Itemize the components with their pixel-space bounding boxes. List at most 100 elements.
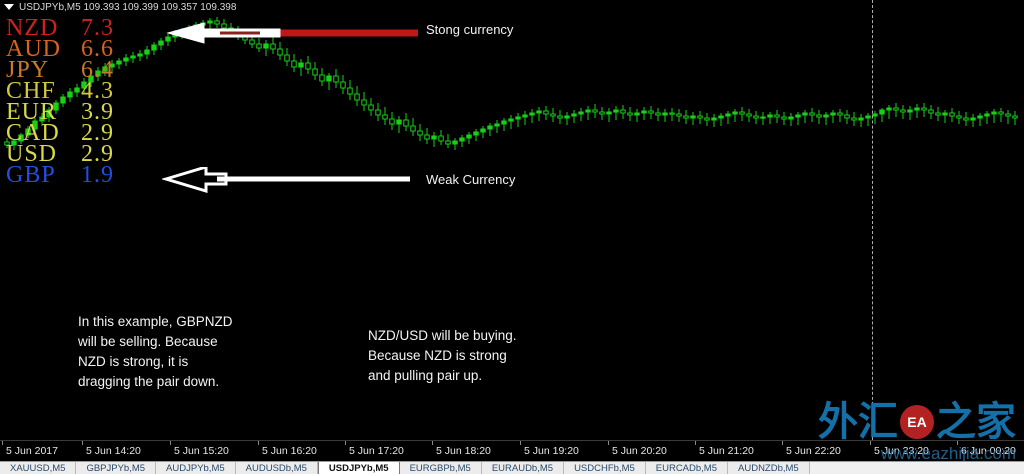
candle [900, 105, 906, 119]
candle [816, 110, 822, 124]
candle [984, 111, 990, 124]
candle [354, 86, 360, 106]
candle [382, 107, 388, 125]
candle [655, 108, 661, 121]
crosshair-vertical-line [872, 0, 873, 440]
chart-plot-area[interactable] [0, 14, 1024, 440]
candle [109, 60, 115, 72]
candle [144, 46, 150, 59]
candle [557, 110, 563, 124]
meter-code: AUD [6, 36, 61, 62]
candle [438, 130, 444, 145]
candle [795, 112, 801, 125]
candle [802, 110, 808, 123]
candle [578, 108, 584, 121]
note-nzdusd-buying: NZD/USD will be buying. Because NZD is s… [368, 328, 517, 383]
symbol-quote-text: USDJPYb,M5 109.393 109.399 109.357 109.3… [19, 1, 237, 13]
candle [452, 138, 458, 150]
meter-code: GBP [6, 162, 56, 188]
time-tick-label: 6 Jun 00:20 [961, 445, 1016, 457]
meter-row-jpy: JPY 6.4 [6, 57, 141, 83]
candle [599, 107, 605, 120]
chart-symbol-header: USDJPYb,M5 109.393 109.399 109.357 109.3… [0, 0, 1024, 14]
chart-tab-strip[interactable]: XAUUSD,M5 GBPJPYb,M5 AUDJPYb,M5 AUDUSDb,M5 U… [0, 461, 1024, 474]
candle [284, 48, 290, 66]
candle [88, 72, 94, 87]
candle [956, 111, 962, 124]
candle [298, 59, 304, 76]
candle [389, 112, 395, 130]
candle [207, 18, 213, 30]
candle [508, 115, 514, 129]
chart-tab-gbpjpyb[interactable]: GBPJPYb,M5 [76, 462, 157, 474]
time-tick-mark [2, 441, 3, 445]
candle [627, 107, 633, 121]
meter-row-eur: EUR 3.9 [6, 99, 141, 125]
chart-tab-euraudb[interactable]: EURAUDb,M5 [481, 462, 565, 474]
chart-tab-audjpyb[interactable]: AUDJPYb,M5 [156, 462, 236, 474]
meter-value: 6.4 [81, 57, 114, 83]
candle [697, 111, 703, 124]
candle [613, 106, 619, 120]
time-tick-label: 5 Jun 17:20 [349, 445, 404, 457]
chart-tab-audnzdb[interactable]: AUDNZDb,M5 [728, 462, 810, 474]
time-tick-mark [170, 441, 171, 445]
candle [487, 123, 493, 136]
meter-code: JPY [6, 57, 50, 83]
candle [375, 103, 381, 121]
candle [788, 113, 794, 126]
meter-code: CAD [6, 120, 60, 146]
candle [501, 118, 507, 131]
meter-code: NZD [6, 15, 59, 41]
candle [732, 109, 738, 122]
candle [634, 109, 640, 122]
candle [361, 92, 367, 111]
candle [67, 88, 73, 102]
meter-value: 2.9 [81, 120, 114, 146]
candle [256, 38, 262, 52]
candle [1012, 111, 1018, 125]
candle [522, 111, 528, 125]
candle [858, 114, 864, 127]
candle [291, 54, 297, 72]
candle [991, 109, 997, 123]
candle [949, 108, 955, 122]
candle [676, 109, 682, 122]
meter-row-aud: AUD 6.6 [6, 36, 141, 62]
time-axis[interactable]: 5 Jun 2017 5 Jun 14:20 5 Jun 15:20 5 Jun 16… [0, 440, 1024, 461]
chart-tab-usdchfb[interactable]: USDCHFb,M5 [564, 462, 646, 474]
meter-value: 3.9 [81, 99, 114, 125]
triangle-down-icon[interactable] [4, 4, 14, 10]
candle [711, 114, 717, 127]
candle [25, 126, 31, 138]
candle [921, 103, 927, 117]
candle [403, 113, 409, 131]
candle [606, 108, 612, 122]
candle [466, 132, 472, 144]
candle [11, 140, 17, 150]
candle [928, 105, 934, 119]
chart-tab-eurcadb[interactable]: EURCADb,M5 [645, 462, 729, 474]
candle [592, 104, 598, 118]
candle [886, 105, 892, 119]
meter-row-chf: CHF 4.3 [6, 78, 141, 104]
chart-tab-audusdb[interactable]: AUDUSDb,M5 [235, 462, 318, 474]
chart-tab-xauusd[interactable]: XAUUSD,M5 [0, 462, 77, 474]
meter-row-cad: CAD 2.9 [6, 120, 141, 146]
time-tick-mark [258, 441, 259, 445]
time-tick-label: 5 Jun 20:20 [612, 445, 667, 457]
chart-tab-eurgbpb[interactable]: EURGBPb,M5 [399, 462, 482, 474]
candle [158, 38, 164, 50]
meter-value: 4.3 [81, 78, 114, 104]
candle [914, 104, 920, 118]
candle [326, 73, 332, 90]
meter-value: 2.9 [81, 141, 114, 167]
meter-code: CHF [6, 78, 56, 104]
currency-strength-meter: NZD 7.3 AUD 6.6 JPY 6.4 CHF 4.3 EUR 3.9 CAD 2.9 USD 2… [6, 15, 141, 188]
candle [718, 113, 724, 126]
chart-tab-usdjpyb[interactable]: USDJPYb,M5 [317, 462, 400, 474]
candle [935, 107, 941, 121]
candle [333, 69, 339, 88]
time-tick-label: 5 Jun 16:20 [262, 445, 317, 457]
